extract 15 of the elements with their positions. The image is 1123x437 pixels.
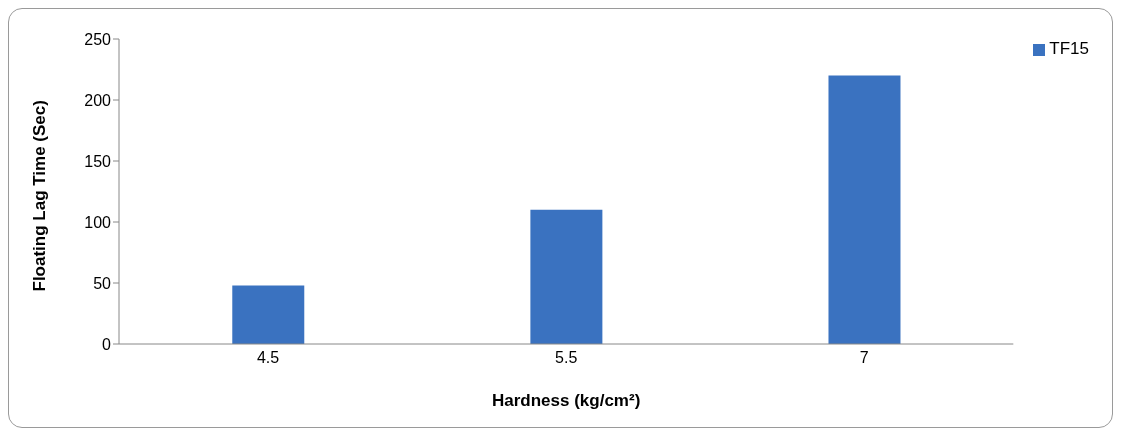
y-tick-label: 100: [84, 213, 112, 231]
bar: [232, 285, 305, 344]
y-axis-title: Floating Lag Time (Sec): [30, 100, 50, 292]
bar: [530, 209, 603, 344]
x-tick-label: 5.5: [555, 349, 578, 367]
y-tick-label: 50: [93, 274, 112, 292]
y-tick-label: 0: [102, 335, 112, 353]
legend-label: TF15: [1049, 39, 1089, 58]
x-tick-label: 7: [859, 349, 869, 367]
bar: [828, 75, 901, 344]
x-axis-title: Hardness (kg/cm²): [491, 391, 641, 410]
y-tick-label: 200: [84, 91, 112, 109]
x-tick-label: 4.5: [256, 349, 280, 367]
y-tick-label: 250: [84, 30, 112, 48]
y-tick-label: 150: [84, 152, 112, 170]
